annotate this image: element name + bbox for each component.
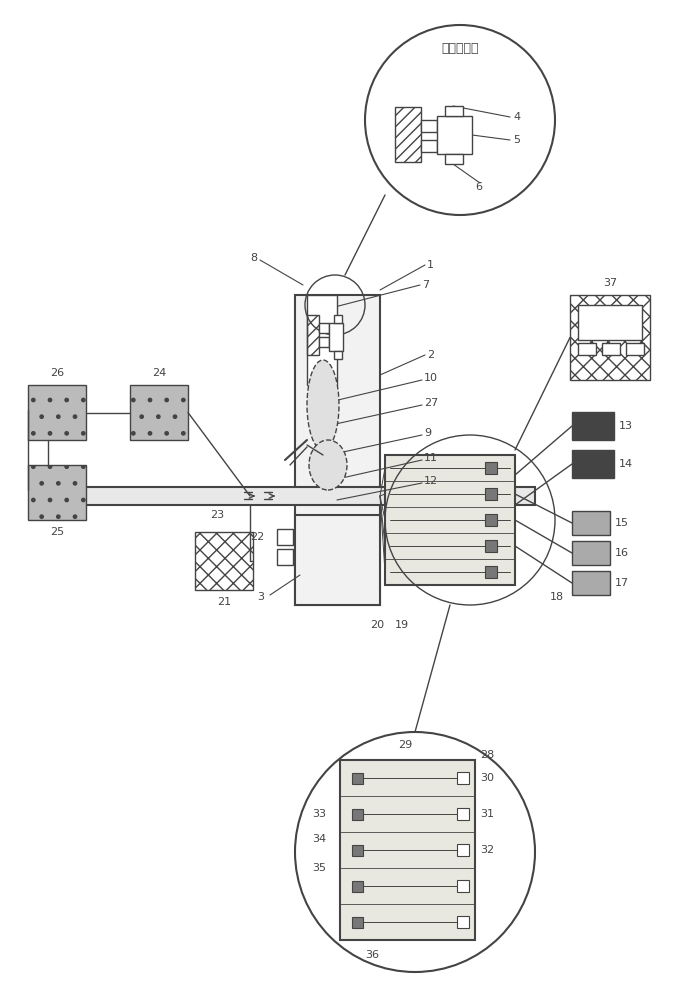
- Text: 10: 10: [424, 373, 438, 383]
- Text: 25: 25: [50, 527, 64, 537]
- Bar: [28, 385, 86, 440]
- Text: 24: 24: [152, 368, 166, 378]
- Ellipse shape: [307, 360, 339, 450]
- Bar: [295, 515, 380, 605]
- Text: 29: 29: [398, 740, 412, 750]
- Bar: [319, 337, 329, 347]
- Text: 34: 34: [312, 834, 326, 844]
- Text: 2: 2: [427, 350, 434, 360]
- Bar: [130, 385, 188, 440]
- Bar: [55, 487, 535, 505]
- Bar: [319, 323, 329, 333]
- Bar: [277, 549, 293, 565]
- Bar: [602, 343, 620, 355]
- Bar: [352, 844, 363, 856]
- Text: 26: 26: [50, 368, 64, 378]
- Text: 22: 22: [250, 532, 264, 542]
- Bar: [385, 455, 515, 585]
- Bar: [445, 154, 463, 164]
- Bar: [28, 465, 86, 520]
- Bar: [395, 107, 421, 162]
- Text: 15: 15: [615, 518, 629, 528]
- Bar: [572, 571, 610, 595]
- Bar: [572, 450, 614, 478]
- Text: 9: 9: [424, 428, 431, 438]
- Bar: [421, 140, 437, 152]
- Text: 12: 12: [424, 476, 438, 486]
- Text: 5: 5: [513, 135, 520, 145]
- Bar: [352, 808, 363, 820]
- Bar: [485, 462, 497, 474]
- Text: 18: 18: [550, 592, 564, 602]
- Text: 3: 3: [257, 592, 264, 602]
- Bar: [352, 880, 363, 892]
- Text: 21: 21: [217, 597, 231, 607]
- Bar: [572, 412, 614, 440]
- Text: 32: 32: [480, 845, 494, 855]
- Text: 36: 36: [365, 950, 379, 960]
- Bar: [421, 120, 437, 132]
- Text: 13: 13: [619, 421, 633, 431]
- Bar: [457, 844, 469, 856]
- Text: 31: 31: [480, 809, 494, 819]
- Text: 14: 14: [619, 459, 633, 469]
- Text: 11: 11: [424, 453, 438, 463]
- Bar: [307, 295, 337, 385]
- Bar: [195, 532, 253, 590]
- Bar: [295, 295, 380, 605]
- Bar: [572, 541, 610, 565]
- Text: 27: 27: [424, 398, 438, 408]
- Bar: [334, 351, 342, 359]
- Bar: [485, 540, 497, 552]
- Text: 23: 23: [210, 510, 224, 520]
- Text: 30: 30: [480, 773, 494, 783]
- Bar: [457, 808, 469, 820]
- Bar: [340, 760, 475, 940]
- Bar: [457, 880, 469, 892]
- Text: 6: 6: [475, 182, 482, 192]
- Text: 17: 17: [615, 578, 629, 588]
- Text: 20: 20: [370, 620, 384, 630]
- Bar: [334, 315, 342, 323]
- Bar: [485, 566, 497, 578]
- Text: 7: 7: [422, 280, 429, 290]
- Bar: [578, 343, 596, 355]
- Text: 33: 33: [312, 809, 326, 819]
- Bar: [578, 305, 642, 340]
- Text: 1: 1: [427, 260, 434, 270]
- Bar: [485, 488, 497, 500]
- Bar: [437, 116, 472, 154]
- Ellipse shape: [309, 440, 347, 490]
- Bar: [445, 106, 463, 116]
- Bar: [457, 916, 469, 928]
- Text: 16: 16: [615, 548, 629, 558]
- Text: 侧面放大图: 侧面放大图: [441, 41, 479, 54]
- Bar: [572, 511, 610, 535]
- Text: 8: 8: [250, 253, 257, 263]
- Bar: [626, 343, 644, 355]
- Bar: [457, 772, 469, 784]
- Text: 28: 28: [480, 750, 494, 760]
- Text: 19: 19: [395, 620, 409, 630]
- Bar: [352, 772, 363, 784]
- Bar: [485, 514, 497, 526]
- Bar: [329, 323, 343, 351]
- Text: 35: 35: [312, 863, 326, 873]
- Bar: [352, 916, 363, 928]
- Text: 37: 37: [603, 278, 617, 288]
- Bar: [277, 529, 293, 545]
- Bar: [570, 295, 650, 380]
- Bar: [307, 315, 319, 355]
- Text: 4: 4: [513, 112, 520, 122]
